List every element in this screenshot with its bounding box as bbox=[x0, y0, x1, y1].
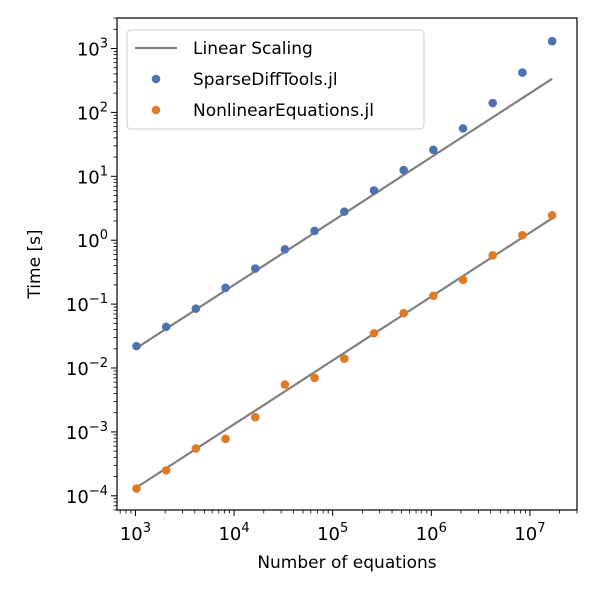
legend-label-nonlinearequations-jl: NonlinearEquations.jl bbox=[193, 101, 374, 121]
nonlinearequations-jl-point bbox=[161, 466, 171, 475]
sparsedifftools-jl-point bbox=[458, 124, 468, 133]
x-tick-label: 103 bbox=[120, 521, 151, 545]
y-tick-label: 10−3 bbox=[66, 420, 108, 444]
sparsedifftools-jl-point bbox=[132, 341, 141, 351]
sparsedifftools-jl-point bbox=[369, 186, 379, 195]
sparsedifftools-jl-point bbox=[518, 68, 527, 77]
legend-label-sparsedifftools-jl: SparseDiffTools.jl bbox=[193, 70, 338, 90]
y-axis-label: Time [s] bbox=[25, 229, 45, 299]
nonlinearequations-jl-point bbox=[488, 251, 498, 260]
nonlinearequations-jl-point bbox=[429, 291, 438, 301]
x-tick-label: 106 bbox=[416, 521, 447, 545]
reference-lines bbox=[135, 77, 553, 489]
sparsedifftools-jl-point bbox=[280, 245, 290, 254]
plot-frame bbox=[116, 17, 578, 511]
legend-marker-swatch bbox=[151, 74, 161, 84]
y-tick-label: 100 bbox=[77, 228, 108, 252]
legend-label-linear-scaling: Linear Scaling bbox=[193, 39, 313, 59]
sparsedifftools-jl-point bbox=[221, 283, 230, 293]
sparsedifftools-jl-point bbox=[310, 226, 319, 236]
nonlinearequations-jl-point bbox=[132, 484, 141, 493]
y-tick-label: 10−1 bbox=[66, 292, 108, 316]
sparsedifftools-jl-point bbox=[250, 264, 260, 273]
legend: Linear Scaling SparseDiffTools.jl Nonlinea… bbox=[126, 29, 425, 130]
y-tick-label: 10−2 bbox=[66, 356, 108, 380]
linear-scaling-line-2 bbox=[135, 217, 553, 489]
nonlinearequations-jl-point bbox=[399, 308, 408, 318]
sparsedifftools-jl-point bbox=[399, 165, 408, 175]
y-tick-label: 102 bbox=[77, 100, 108, 124]
nonlinearequations-jl-point bbox=[250, 412, 260, 422]
nonlinearequations-jl-point bbox=[339, 354, 349, 363]
nonlinearequations-jl-point bbox=[310, 373, 319, 383]
y-tick-label: 101 bbox=[77, 164, 108, 188]
x-tick-label: 107 bbox=[514, 521, 545, 545]
sparsedifftools-jl-point bbox=[339, 207, 349, 216]
sparsedifftools-jl-point bbox=[429, 145, 438, 155]
sparsedifftools-jl-point bbox=[161, 322, 171, 332]
x-tick-label: 104 bbox=[218, 521, 249, 545]
sparsedifftools-jl-point bbox=[191, 304, 201, 313]
nonlinearequations-jl-point bbox=[547, 211, 557, 220]
nonlinearequations-jl-point bbox=[458, 275, 468, 285]
legend-box bbox=[126, 29, 425, 130]
legend-marker-swatch bbox=[151, 105, 161, 115]
sparsedifftools-jl-point bbox=[488, 98, 498, 108]
nonlinearequations-jl-point bbox=[280, 380, 290, 389]
x-tick-label: 105 bbox=[317, 521, 348, 545]
nonlinearequations-jl-point bbox=[221, 434, 230, 444]
axis-ticks: 103 104 105 106 107 10−4 10−3 10−2 10−1 100 101 102… bbox=[66, 17, 578, 545]
x-axis-label: Number of equations bbox=[257, 553, 436, 573]
nonlinearequations-jl-point bbox=[369, 328, 379, 338]
data-points bbox=[132, 36, 557, 493]
sparsedifftools-jl-point bbox=[547, 36, 557, 46]
nonlinearequations-jl-point bbox=[518, 230, 527, 240]
nonlinearequations-jl-point bbox=[191, 444, 201, 453]
y-tick-label: 103 bbox=[77, 36, 108, 60]
y-tick-label: 10−4 bbox=[66, 484, 108, 508]
